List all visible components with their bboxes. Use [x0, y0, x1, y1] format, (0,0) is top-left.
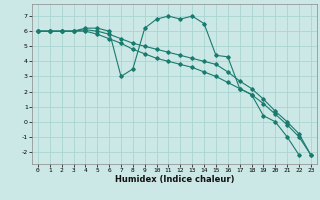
- X-axis label: Humidex (Indice chaleur): Humidex (Indice chaleur): [115, 175, 234, 184]
